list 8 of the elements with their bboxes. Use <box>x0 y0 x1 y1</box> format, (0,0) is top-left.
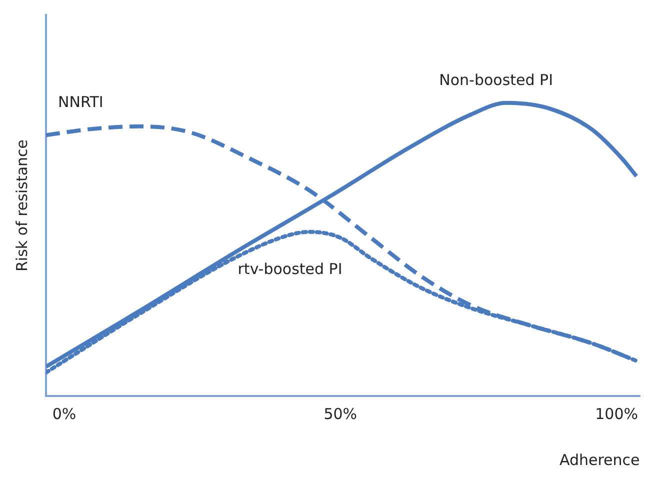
x-tick-label: 0% <box>52 404 76 423</box>
x-tick-label: 100% <box>595 404 638 423</box>
y-axis-title: Risk of resistance <box>12 139 31 272</box>
x-axis-title: Adherence <box>559 450 640 469</box>
series-label: rtv-boosted PI <box>238 260 342 278</box>
x-tick-label: 50% <box>324 404 358 423</box>
series-label: Non-boosted PI <box>439 70 554 89</box>
series-label: NNRTI <box>58 93 104 112</box>
